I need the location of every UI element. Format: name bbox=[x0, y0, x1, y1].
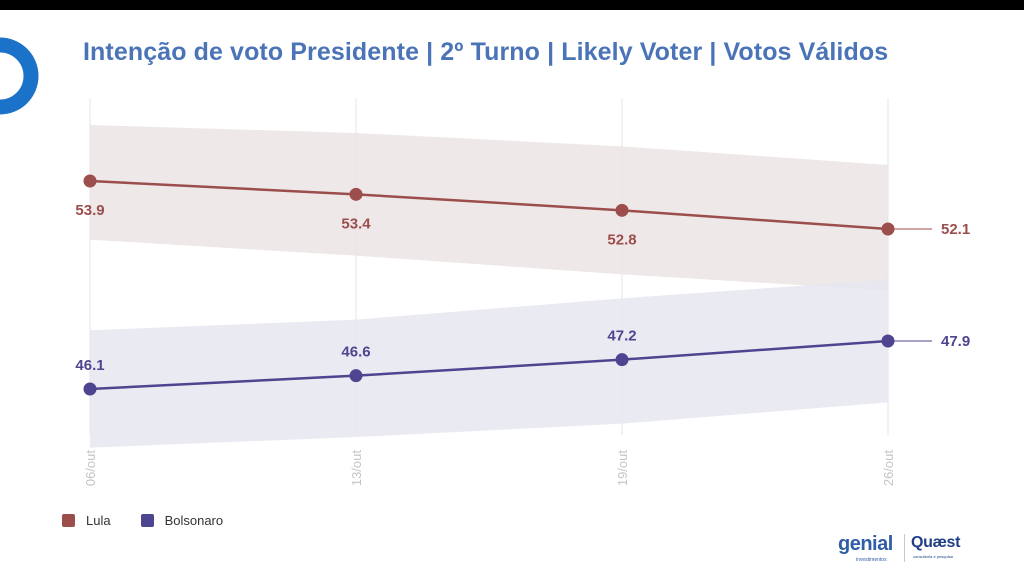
x-tick-label: 26/out bbox=[881, 450, 896, 487]
quaest-corner-logo-icon bbox=[0, 37, 39, 115]
series-line-bolsonaro bbox=[89, 339, 889, 391]
band-lula bbox=[90, 125, 888, 291]
data-point-lula bbox=[83, 174, 97, 188]
data-point-lula bbox=[349, 187, 363, 201]
data-label-bolsonaro: 46.1 bbox=[75, 357, 104, 374]
data-point-lula bbox=[881, 222, 895, 236]
data-label-bolsonaro: 46.6 bbox=[341, 344, 370, 361]
band-bolsonaro bbox=[90, 279, 888, 448]
quaest-logo-sub: consultoria e pesquisa bbox=[913, 554, 953, 559]
chart-card: Intenção de voto Presidente | 2º Turno |… bbox=[0, 10, 1024, 586]
legend-item-bolsonaro: Bolsonaro bbox=[140, 513, 224, 528]
logo-divider bbox=[904, 534, 905, 562]
legend-label-lula: Lula bbox=[86, 513, 111, 528]
genial-logo: genial investimentos bbox=[838, 532, 898, 564]
data-point-lula bbox=[615, 203, 629, 217]
legend-label-bolsonaro: Bolsonaro bbox=[164, 513, 224, 528]
genial-logo-text: genial bbox=[838, 533, 893, 555]
genial-logo-sub: investimentos bbox=[856, 557, 887, 563]
brand-logos: genial investimentos Quæst consultoria e… bbox=[838, 528, 978, 568]
data-label-lula: 52.8 bbox=[607, 231, 636, 248]
series-lines bbox=[83, 174, 932, 396]
data-label-lula: 53.9 bbox=[75, 202, 104, 219]
x-tick-label: 13/out bbox=[349, 450, 364, 487]
data-label-bolsonaro: 47.9 bbox=[941, 333, 970, 350]
line-chart: 53.9 53.4 52.8 52.1 46.1 46.6 47.2 47.9 06/out 1… bbox=[75, 98, 970, 487]
x-tick-label: 19/out bbox=[615, 450, 630, 487]
data-label-lula: 52.1 bbox=[941, 221, 970, 238]
data-label-lula: 53.4 bbox=[341, 215, 371, 232]
data-label-bolsonaro: 47.2 bbox=[607, 328, 636, 345]
series-line-lula bbox=[89, 179, 889, 231]
data-point-bolsonaro bbox=[349, 369, 363, 383]
chart-title: Intenção de voto Presidente | 2º Turno |… bbox=[83, 38, 889, 66]
data-labels: 53.9 53.4 52.8 52.1 46.1 46.6 47.2 47.9 bbox=[75, 202, 970, 374]
data-point-bolsonaro bbox=[615, 353, 629, 367]
quaest-logo-text: Quæst bbox=[911, 534, 961, 551]
x-axis-ticks: 06/out 13/out 19/out 26/out bbox=[83, 450, 896, 487]
legend: Lula Bolsonaro bbox=[62, 513, 253, 528]
legend-swatch-bolsonaro bbox=[140, 514, 154, 527]
legend-item-lula: Lula bbox=[62, 513, 111, 528]
legend-swatch-lula bbox=[62, 514, 75, 527]
data-point-bolsonaro bbox=[83, 382, 97, 396]
quaest-logo: Quæst consultoria e pesquisa bbox=[911, 532, 977, 564]
data-point-bolsonaro bbox=[881, 334, 895, 348]
confidence-bands bbox=[90, 125, 888, 448]
x-tick-label: 06/out bbox=[83, 450, 98, 487]
